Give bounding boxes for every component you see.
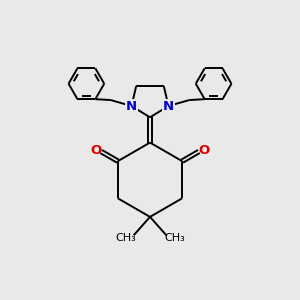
Text: O: O <box>199 143 210 157</box>
Text: N: N <box>126 100 137 112</box>
Text: CH₃: CH₃ <box>164 233 185 243</box>
Text: N: N <box>163 100 174 112</box>
Text: O: O <box>90 143 101 157</box>
Text: CH₃: CH₃ <box>115 233 136 243</box>
